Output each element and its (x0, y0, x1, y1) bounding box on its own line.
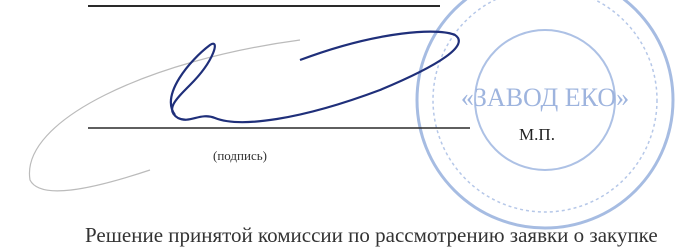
document-fragment: «ЗАВОД ЕКО» М.П. (подпись) Решение приня… (0, 0, 700, 247)
page: {"signature_block": {"signature_caption"… (0, 0, 700, 247)
seal-mark: М.П. (519, 125, 555, 144)
pencil-curve (29, 40, 300, 191)
signature (171, 32, 459, 122)
signature-caption: (подпись) (213, 148, 267, 163)
footer-text: Решение принятой комиссии по рассмотрени… (85, 223, 658, 247)
stamp-text: «ЗАВОД ЕКО» (461, 83, 629, 112)
